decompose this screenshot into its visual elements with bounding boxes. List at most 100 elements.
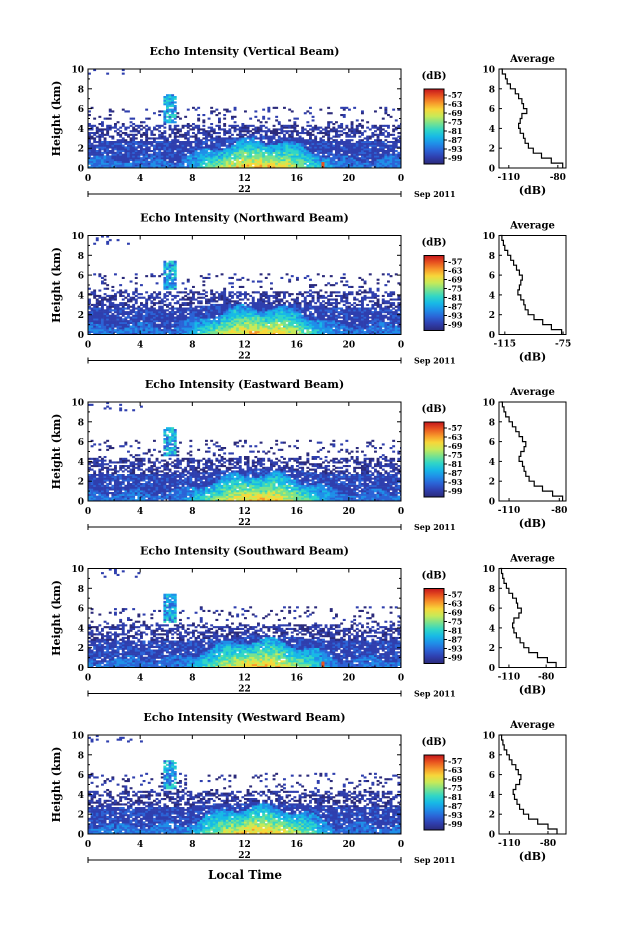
echo-cell [285,150,289,153]
echo-cell [270,316,273,319]
echo-cell [288,148,292,151]
echo-cell [394,119,398,122]
echo-cell [231,325,234,328]
echo-cell [394,166,398,168]
echo-cell [389,146,393,149]
echo-cell [254,302,258,305]
echo-cell [342,330,346,333]
echo-cell [220,311,224,314]
echo-cell [309,128,312,131]
echo-cell [127,307,130,310]
echo-cell [220,157,224,160]
echo-cell [270,302,273,305]
echo-cell [155,148,159,151]
echo-cell [176,112,180,115]
echo-cell [98,302,102,305]
echo-cell [101,298,104,301]
echo-cell [127,330,130,333]
echo-cell [272,141,276,144]
echo-cell [267,108,271,111]
echo-cell [166,264,169,267]
echo-cell [259,160,263,163]
echo-cell [98,139,102,142]
echo-cell [132,162,136,165]
echo-cell [335,329,338,332]
echo-cell [244,124,247,127]
echo-cell [249,117,253,120]
echo-cell [137,124,141,127]
echo-cell [184,327,188,330]
echo-cell [119,293,123,296]
echo-cell [254,144,258,147]
echo-cell [241,123,245,126]
echo-cell [231,148,234,151]
echo-cell [363,280,367,283]
echo-cell [106,309,110,312]
echo-cell [231,330,234,333]
echo-cell [327,325,331,328]
echo-cell [114,273,117,276]
echo-cell [340,157,344,160]
echo-cell [358,307,362,310]
echo-cell [212,330,216,333]
echo-cell [121,141,125,144]
echo-cell [283,164,286,167]
echo-cell [179,303,182,306]
echo-cell [350,162,354,165]
echo-cell [168,164,172,167]
echo-cell [108,325,112,328]
echo-cell [379,132,383,135]
echo-cell [88,293,91,296]
echo-cell [270,312,273,315]
echo-cell [168,110,172,113]
echo-cell [98,325,102,328]
echo-cell [163,311,167,314]
echo-cell [153,128,156,131]
echo-cell [93,144,97,147]
echo-cell [155,124,159,127]
echo-cell [296,146,299,149]
echo-cell [270,318,273,321]
echo-cell [103,311,107,314]
echo-cell [322,318,325,321]
echo-cell [350,151,354,154]
echo-cell [134,314,138,317]
echo-cell [88,110,91,113]
echo-cell [298,314,302,317]
echo-cell [254,126,258,129]
echo-cell [207,323,211,326]
echo-cell [296,312,299,315]
echo-cell [202,155,206,158]
echo-cell [184,137,188,140]
echo-cell [394,164,398,167]
echo-cell [88,318,91,321]
echo-cell [342,166,346,168]
y-tick-label: 2 [78,145,84,155]
echo-cell [301,155,305,158]
echo-cell [233,327,237,330]
echo-cell [163,110,167,113]
echo-cell [293,311,297,314]
echo-cell [358,332,362,335]
echo-cell [171,155,175,158]
echo-cell [220,294,224,297]
echo-cell [150,332,154,335]
echo-cell [179,309,182,312]
echo-cell [153,150,156,153]
echo-cell [173,148,177,151]
echo-cell [218,296,221,299]
echo-cell [254,130,258,133]
echo-cell [335,146,338,149]
echo-cell [197,323,201,326]
echo-cell [329,137,333,140]
echo-cell [189,146,193,149]
echo-cell [353,155,357,158]
echo-cell [363,311,367,314]
echo-cell [246,278,250,281]
echo-cell [283,293,286,296]
echo-cell [192,160,195,163]
echo-cell [121,132,125,135]
echo-cell [381,153,385,156]
echo-cell [215,321,219,324]
